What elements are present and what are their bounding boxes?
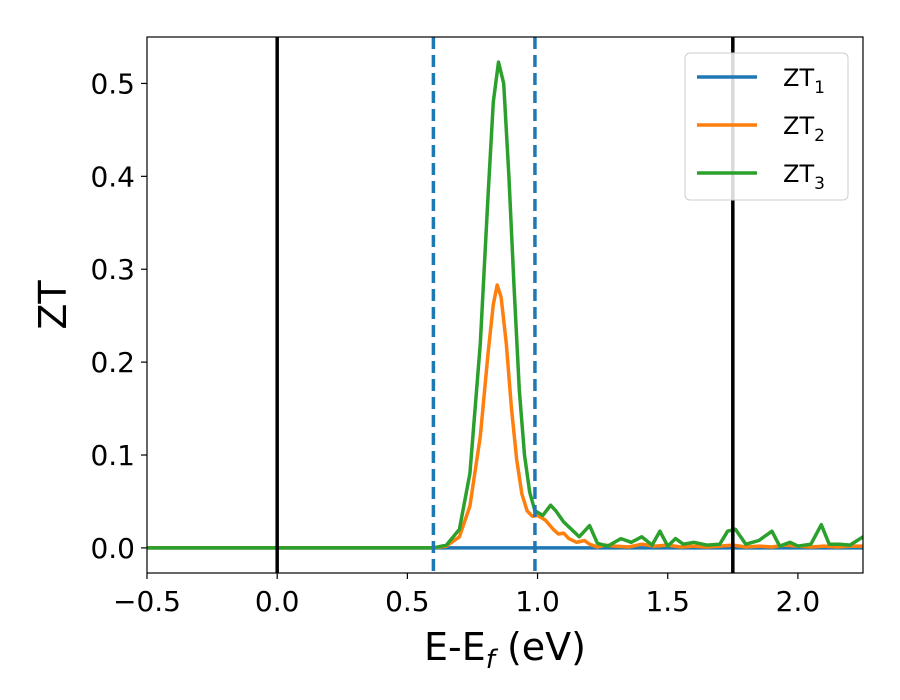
y-tick-label: 0.3 <box>90 253 135 286</box>
y-axis: 0.0 0.1 0.2 0.3 0.4 0.5 <box>90 67 147 565</box>
y-tick-label: 0.4 <box>90 160 135 193</box>
x-tick-label: 1.5 <box>645 585 690 618</box>
y-tick-label: 0.0 <box>90 532 135 565</box>
axes-frame <box>146 36 864 574</box>
x-tick-label: 1.0 <box>515 585 560 618</box>
x-axis-label: E-Ef (eV) <box>424 625 586 675</box>
y-axis-label: ZT <box>31 280 75 330</box>
x-tick-label: 0.5 <box>385 585 430 618</box>
y-tick-label: 0.2 <box>90 346 135 379</box>
x-tick-label: −0.5 <box>113 585 181 618</box>
x-axis: −0.5 0.0 0.5 1.0 1.5 2.0 <box>113 573 820 618</box>
x-tick-label: 0.0 <box>255 585 300 618</box>
legend-label: ZT1 <box>783 64 825 98</box>
legend: ZT1 ZT2 ZT3 <box>684 52 849 201</box>
legend-label: ZT2 <box>783 112 825 146</box>
legend-label: ZT3 <box>783 160 825 194</box>
legend-box <box>684 52 849 201</box>
series-line-ZT2 <box>147 283 863 550</box>
series-line-ZT3 <box>147 60 863 550</box>
y-tick-label: 0.5 <box>90 67 135 100</box>
y-tick-label: 0.1 <box>90 439 135 472</box>
x-tick-label: 2.0 <box>776 585 821 618</box>
